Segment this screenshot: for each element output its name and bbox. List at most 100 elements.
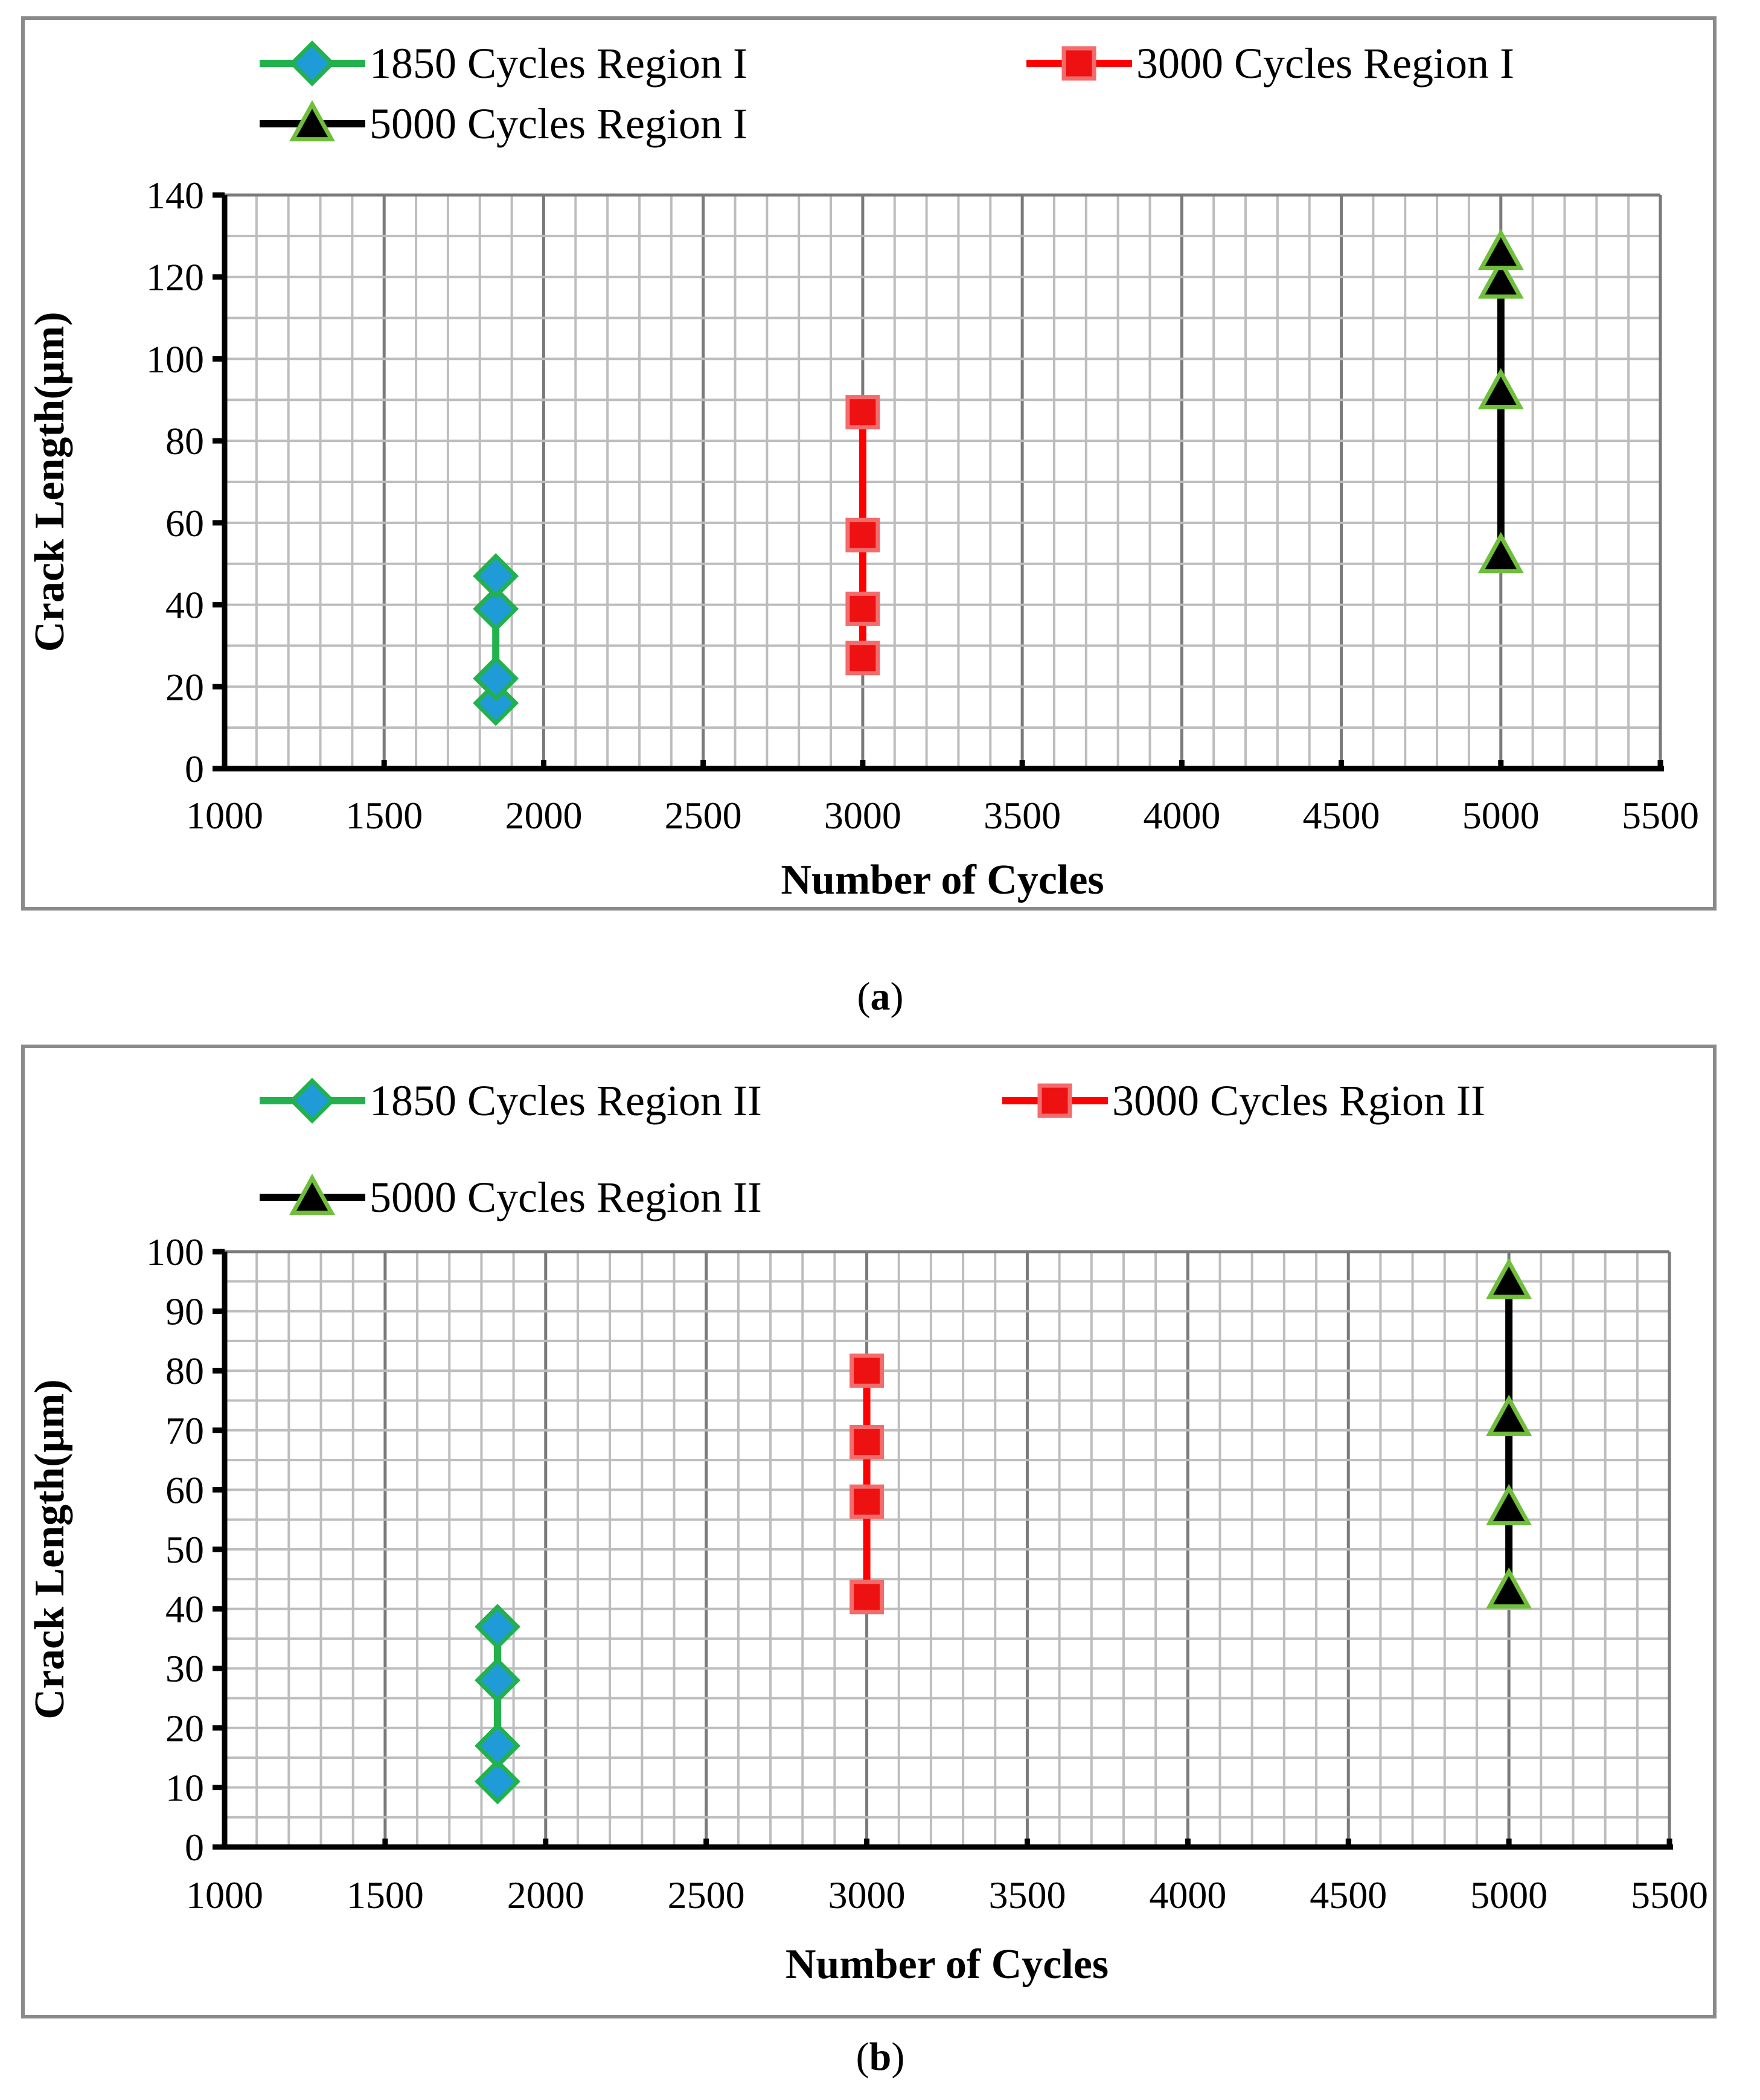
legend-marker [289,100,335,142]
y-tick-label: 0 [185,1826,204,1869]
x-tick-label: 5500 [1631,1874,1708,1916]
data-point [850,1353,885,1388]
grid [223,1250,1671,1848]
y-tick-label: 90 [165,1290,204,1333]
y-tick-label: 20 [165,1707,204,1750]
chart-a: 1000 1500 2000 2500 3000 3500 4000 4500 5000 5500… [21,16,1717,911]
data-point [850,1484,885,1519]
data-point [473,655,519,702]
legend-entry: 3000 Cycles Rgion II [1002,1077,1485,1125]
x-tick-label: 4500 [1310,1874,1387,1916]
y-tick-label: 70 [165,1409,204,1452]
caption-paren: ( [857,975,871,1019]
chart-frame [21,16,1717,911]
x-axis-title: Number of Cycles [786,1941,1109,1988]
x-tick-label: 3500 [984,794,1061,837]
data-point [850,1580,885,1615]
x-axis-title: Number of Cycles [781,857,1104,903]
data-point [1477,257,1524,299]
y-tick-label: 10 [165,1766,204,1809]
data-point [1486,1258,1532,1299]
caption-a: (a) [857,975,904,1019]
x-tick-label: 3000 [824,794,901,837]
caption-paren: ) [891,975,904,1019]
y-tick-label: 80 [165,1349,204,1392]
x-tick-label: 2500 [665,794,742,837]
x-tick-label: 4000 [1149,1874,1226,1916]
x-tick-label: 3500 [988,1874,1066,1916]
caption-paren: ) [891,2035,904,2079]
legend-entry: 1850 Cycles Region II [260,1077,762,1125]
data-point [1477,368,1524,409]
data-point [475,1758,520,1805]
x-tick-label: 1000 [186,794,263,837]
x-tick-label: 2000 [505,794,582,837]
series-2 [845,395,880,676]
y-tick-label: 50 [165,1528,204,1571]
series-1 [475,1604,520,1805]
y-tick-label: 20 [165,665,204,708]
data-point [475,1604,520,1650]
data-point [845,395,880,430]
y-tick-label: 40 [165,1588,204,1631]
y-tick-label: 60 [165,502,204,545]
x-tick-label: 2000 [507,1874,584,1916]
data-point [475,1657,520,1703]
legend-marker [289,40,335,86]
x-tick-label: 3000 [828,1874,906,1916]
x-tick-label: 1000 [186,1874,263,1916]
data-point [845,591,880,626]
data-point [1486,1567,1532,1609]
y-tick-label: 80 [165,420,204,463]
y-tick-label: 100 [146,1231,204,1273]
legend-label: 1850 Cycles Region II [370,1077,762,1125]
data-point [473,586,519,632]
y-tick-label: 100 [146,338,204,380]
x-tick-label: 4500 [1303,794,1380,837]
x-tick-label: 2500 [668,1874,745,1916]
legend-marker [1061,46,1096,81]
series-3 [1486,1258,1532,1609]
caption-paren: ( [856,2035,869,2079]
y-tick-label: 120 [146,256,204,299]
data-point [473,680,519,726]
y-tick-label: 60 [165,1468,204,1511]
legend-marker [289,1078,335,1124]
caption-letter: b [869,2035,892,2079]
x-tick-label: 5000 [1462,794,1540,837]
legend-entry: 5000 Cycles Region I [260,100,747,148]
series-3 [1477,228,1524,574]
x-tick-label: 5000 [1470,1874,1547,1916]
y-tick-label: 0 [185,747,204,790]
data-point [850,1425,885,1460]
legend-marker [1037,1083,1072,1118]
series-2 [850,1353,885,1615]
x-tick-label: 5500 [1622,794,1699,837]
data-point [1477,531,1524,574]
x-tick-label: 4000 [1143,794,1220,837]
y-axis-title: Crack Length(µm) [27,312,73,651]
chart-b: 1000 1500 2000 2500 3000 3500 4000 4500 5000 5500… [21,1045,1717,2018]
caption-b: (b) [856,2035,905,2079]
data-point [1486,1394,1532,1436]
series-1 [473,553,519,726]
data-point [475,1723,520,1769]
legend-label: 5000 Cycles Region II [370,1173,762,1221]
legend-entry: 3000 Cycles Region I [1026,39,1514,88]
y-axis-title: Crack Length(µm) [27,1379,73,1719]
data-point [1486,1484,1532,1526]
legend-label: 3000 Cycles Rgion II [1112,1077,1485,1125]
data-point [473,553,519,600]
y-tick-label: 140 [146,174,204,217]
y-tick-label: 40 [165,584,204,627]
data-point [845,641,880,676]
data-point [845,517,880,552]
y-tick-label: 30 [165,1647,204,1690]
legend-label: 5000 Cycles Region I [370,100,747,148]
data-point [1477,228,1524,271]
caption-letter: a [871,975,891,1019]
legend-label: 3000 Cycles Region I [1136,39,1514,88]
legend-marker [289,1173,335,1215]
legend-label: 1850 Cycles Region I [370,39,747,88]
